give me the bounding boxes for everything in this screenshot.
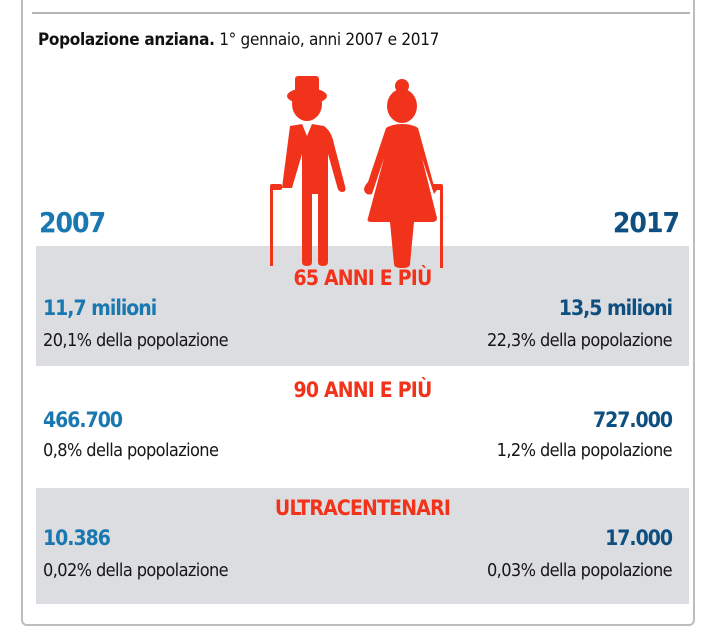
section-ultracentenari: ULTRACENTENARI 10.386 17.000 0,02% della… bbox=[36, 488, 689, 604]
category-label: 65 ANNI E PIÙ bbox=[293, 266, 433, 290]
elderly-couple-icon bbox=[270, 76, 443, 268]
pct-2007: 0,8% della popolazione bbox=[43, 440, 219, 461]
category-label: 90 ANNI E PIÙ bbox=[293, 378, 433, 402]
pct-2007: 0,02% della popolazione bbox=[43, 560, 229, 581]
value-2017: 17.000 bbox=[605, 526, 673, 550]
year-2017-label: 2017 bbox=[612, 206, 680, 239]
value-2007: 10.386 bbox=[43, 526, 111, 550]
title-bold: Popolazione anziana. bbox=[38, 30, 215, 50]
value-2007: 466.700 bbox=[43, 408, 123, 432]
section-90-plus: 90 ANNI E PIÙ 466.700 727.000 0,8% della… bbox=[36, 366, 689, 488]
infographic-frame bbox=[21, 0, 695, 626]
pct-2017: 0,03% della popolazione bbox=[486, 560, 673, 581]
man-hat bbox=[295, 76, 319, 92]
top-divider bbox=[32, 12, 690, 14]
section-65-plus: 65 ANNI E PIÙ 11,7 milioni 13,5 milioni … bbox=[36, 246, 689, 366]
value-2017: 727.000 bbox=[592, 408, 673, 432]
pct-2007: 20,1% della popolazione bbox=[43, 330, 229, 351]
value-2007: 11,7 milioni bbox=[43, 296, 157, 320]
title-subtitle: 1° gennaio, anni 2007 e 2017 bbox=[214, 30, 440, 50]
year-2007-label: 2007 bbox=[39, 206, 106, 239]
infographic-title: Popolazione anziana. 1° gennaio, anni 20… bbox=[38, 30, 439, 50]
category-label: ULTRACENTENARI bbox=[274, 496, 451, 520]
value-2017: 13,5 milioni bbox=[558, 296, 673, 320]
pct-2017: 1,2% della popolazione bbox=[496, 440, 673, 461]
pct-2017: 22,3% della popolazione bbox=[486, 330, 673, 351]
